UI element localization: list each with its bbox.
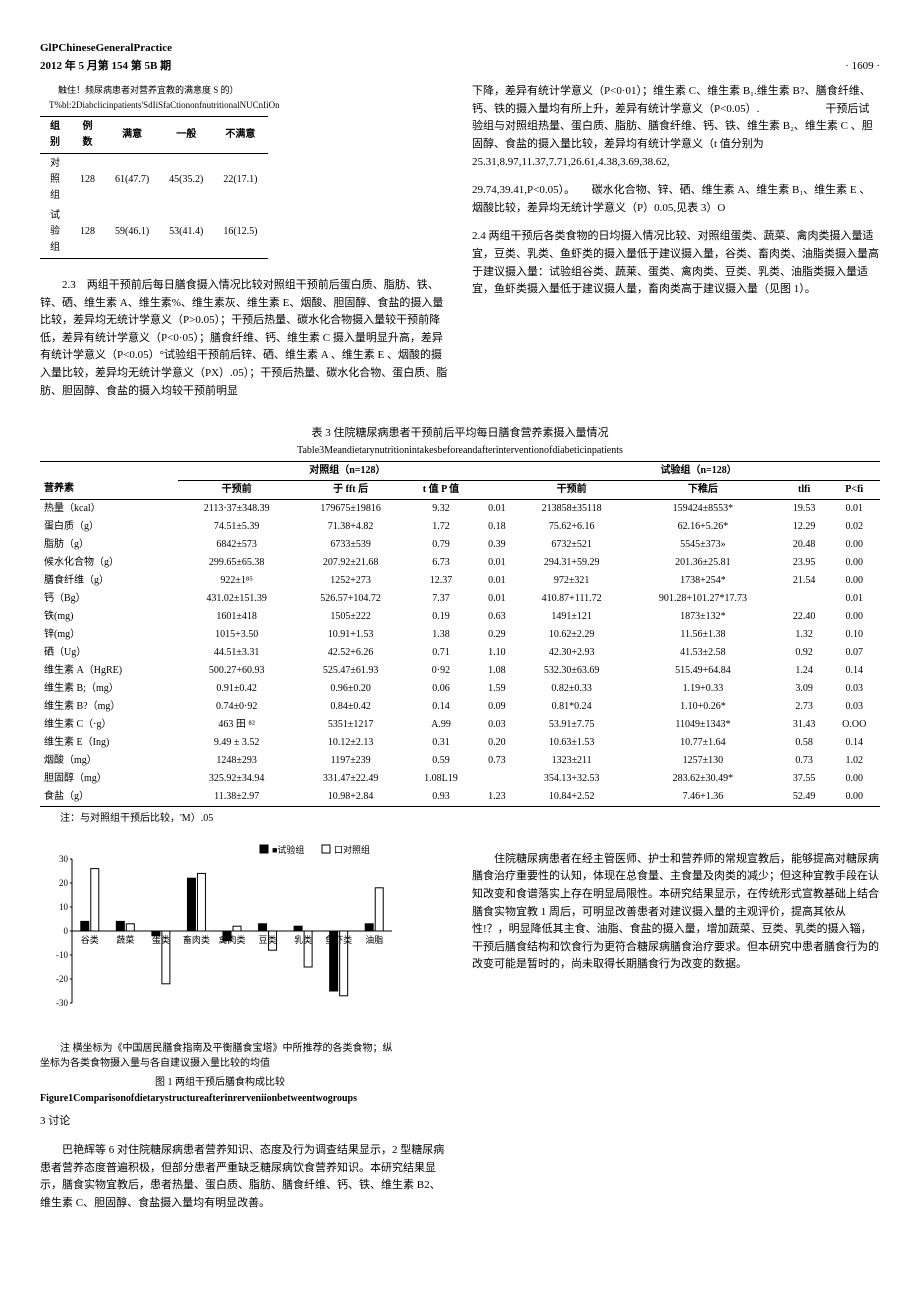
table-row: 硒（Ug）44.51±3.3142.52+6.260.711.1042.30+2… [40, 644, 880, 662]
table-row: 膳食纤维（g）922±1⁸⁵1252+27312.370.01972±32117… [40, 572, 880, 590]
table3-col: P<fi [829, 480, 881, 499]
table-row: 热量（kcal）2113·37±348.39179675±198169.320.… [40, 499, 880, 518]
table3-col: tlfi [780, 480, 829, 499]
table-row: 对照组12861(47.7)45(35.2)22(17.1) [40, 153, 268, 206]
section-3-head: 3 讨论 [40, 1113, 448, 1131]
table-row: 蛋白质（g）74.51±5.3971.38+4.821.720.1875.62+… [40, 518, 880, 536]
table3-nutrition: 对照组（n=128） 试验组（n=128） 营养素干预前于 fft 后t 值 P… [40, 461, 880, 807]
table-row: 烟酸（mg）1248±2931197±2390.590.731323±21112… [40, 752, 880, 770]
svg-text:禽肉类: 禽肉类 [218, 934, 245, 945]
svg-text:■试验组: ■试验组 [272, 844, 304, 855]
table3-col: 营养素 [40, 480, 178, 499]
table2-subtitle: T%bl:2Diabclicinpatients'SdIiSfaCtiononf… [40, 98, 448, 112]
svg-text:30: 30 [59, 854, 69, 864]
chart-title-cn: 图 1 两组干预后膳食构成比较 [40, 1075, 400, 1091]
table3-group1: 对照组（n=128） [178, 461, 518, 480]
svg-text:豆类: 豆类 [259, 934, 277, 945]
discussion-p1: 巴艳辉等 6 对住院糖尿病患者营养知识、态度及行为调查结果显示，2 型糖尿病患者… [40, 1142, 448, 1212]
table-row: 维生素 E（Ing)9.49 ± 3.5210.12±2.130.310.201… [40, 734, 880, 752]
journal-title: GlPChineseGeneralPractice [40, 40, 172, 58]
left-column: 触住！频尿病患者对营养宜教的满意度 S 的） T%bl:2Diabclicinp… [40, 83, 448, 411]
table-row: 胆固醇（mg）325.92±34.94331.47±22.491.08L1935… [40, 770, 880, 788]
table3-note: 注：与对照组干预后比较，'M）.05 [40, 811, 880, 827]
lower-columns: -30 -20 -10 0 10 20 30 ■试验组 口对照组谷类 蔬菜 蛋类 畜肉类禽肉类 豆类 乳类… [40, 831, 880, 1224]
table3-group2: 试验组（n=128） [517, 461, 880, 480]
svg-text:蔬菜: 蔬菜 [116, 934, 134, 945]
table-row: 维生素 B?（mg）0.74±0·920.84±0.420.140.090.81… [40, 698, 880, 716]
svg-text:油脂: 油脂 [365, 934, 383, 945]
table3-subtitle: Table3Meandietarynutritionintakesbeforea… [40, 443, 880, 459]
journal-date: 2012 年 5 月第 154 第 5B 期 [40, 58, 172, 76]
page-number: · 1609 · [845, 58, 880, 76]
figure1-chart: -30 -20 -10 0 10 20 30 ■试验组 口对照组谷类 蔬菜 蛋类 畜肉类禽肉类 豆类 乳类… [40, 841, 400, 1108]
table2-col: 不满意 [213, 116, 267, 153]
svg-text:0: 0 [64, 926, 69, 936]
table2-col: 满意 [105, 116, 159, 153]
table-row: 钙（Bg）431.02±151.39526.57+104.727.370.014… [40, 590, 880, 608]
table-row: 维生素 A（HgRE)500.27+60.93525.47±61.930·921… [40, 662, 880, 680]
svg-text:鱼虾类: 鱼虾类 [325, 934, 352, 945]
chart-axis-note: 注 横坐标为《中国居民膳食指南及平衡膳食宝塔》中所推荐的各类食物；纵坐标为各类食… [40, 1041, 400, 1071]
para-right-2: 29.74,39.41,P<0.05）。 碳水化合物、锌、硒、维生素 A、维生素… [472, 182, 880, 217]
svg-text:10: 10 [59, 902, 69, 912]
table-row: 脂肪（g）6842±5736733±5390.790.396732±521554… [40, 536, 880, 554]
table2-col: 例数 [70, 116, 105, 153]
table-row: 铁(mg)1601±4181505±2220.190.631491±121187… [40, 608, 880, 626]
svg-text:20: 20 [59, 878, 69, 888]
right-column: 下降，差异有统计学意义（P<0·01）；维生素 C、维生素 B₁.维生素 B?、… [472, 83, 880, 411]
svg-text:-10: -10 [56, 950, 68, 960]
chart-title-en: Figure1Comparisonofdietarystructureafter… [40, 1091, 400, 1107]
svg-text:蛋类: 蛋类 [152, 934, 170, 945]
para-2-4: 2.4 两组干预后各类食物的日均摄入情况比较、对照组蛋类、蔬菜、禽肉类摄入量适宜… [472, 228, 880, 298]
table-row: 维生素 B;（mg）0.91±0.420.96±0.200.061.590.82… [40, 680, 880, 698]
svg-text:乳类: 乳类 [294, 934, 312, 945]
table3-col: 下稚后 [626, 480, 780, 499]
table3-col: 干预前 [178, 480, 296, 499]
table3-col: t 值 P 值 [405, 480, 476, 499]
table2-col: 组别 [40, 116, 70, 153]
bar-chart-svg: -30 -20 -10 0 10 20 30 ■试验组 口对照组谷类 蔬菜 蛋类 畜肉类禽肉类 豆类 乳类… [40, 841, 400, 1031]
svg-text:畜肉类: 畜肉类 [183, 934, 210, 945]
svg-text:口对照组: 口对照组 [334, 844, 370, 855]
table3-col [476, 480, 517, 499]
lower-left: -30 -20 -10 0 10 20 30 ■试验组 口对照组谷类 蔬菜 蛋类 畜肉类禽肉类 豆类 乳类… [40, 831, 448, 1224]
upper-columns: 触住！频尿病患者对营养宜教的满意度 S 的） T%bl:2Diabclicinp… [40, 83, 880, 411]
table-row: 候水化合物（g）299.65±65.38207.92±21.686.730.01… [40, 554, 880, 572]
para-2-3: 2.3 两组干预前后每日膳食摄入情况比较对照组干预前后蛋白质、脂肪、铁、锌、硒、… [40, 277, 448, 400]
para-right-1: 下降，差异有统计学意义（P<0·01）；维生素 C、维生素 B₁.维生素 B?、… [472, 83, 880, 171]
svg-text:-20: -20 [56, 974, 68, 984]
table3-title: 表 3 住院糖尿病患者干预前后平均每日膳食营养素摄入量情况 [40, 425, 880, 443]
table2-lead: 触住！频尿病患者对营养宜教的满意度 S 的） [40, 83, 448, 97]
page-header: GlPChineseGeneralPractice 2012 年 5 月第 15… [40, 40, 880, 75]
svg-text:谷类: 谷类 [81, 934, 99, 945]
table2-satisfaction: 组别例数满意一般不满意 对照组12861(47.7)45(35.2)22(17.… [40, 116, 268, 259]
table2-col: 一般 [159, 116, 213, 153]
lower-right: 住院糖尿病患者在经主管医师、护士和营养师的常规宣教后，能够提高对糖尿病膳食治疗重… [472, 831, 880, 1224]
table3-col: 干预前 [517, 480, 626, 499]
table-row: 维生素 C（·g）463 田 ⁸²5351±1217A.990.0353.91±… [40, 716, 880, 734]
table-row: 锌(mg）1015+3.5010.91+1.531.380.2910.62±2.… [40, 626, 880, 644]
discussion-p2: 住院糖尿病患者在经主管医师、护士和营养师的常规宣教后，能够提高对糖尿病膳食治疗重… [472, 851, 880, 974]
svg-text:-30: -30 [56, 998, 68, 1008]
table-row: 食盐（g）11.38±2.9710.98+2.840.931.2310.84+2… [40, 788, 880, 807]
table-row: 试验组12859(46.1)53(41.4)16(12.5) [40, 206, 268, 259]
table3-col: 于 fft 后 [296, 480, 406, 499]
